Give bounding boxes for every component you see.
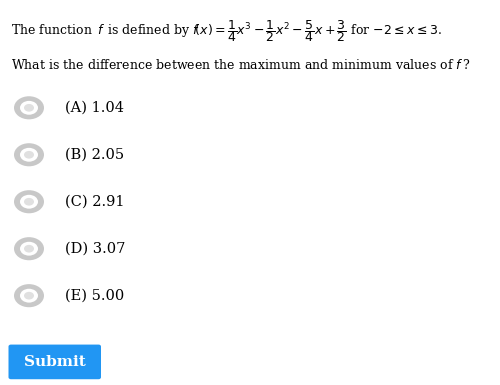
Text: (B) 2.05: (B) 2.05 — [65, 148, 124, 162]
FancyBboxPatch shape — [8, 345, 101, 379]
Circle shape — [14, 143, 44, 166]
Text: (A) 1.04: (A) 1.04 — [65, 101, 124, 115]
Circle shape — [24, 245, 34, 253]
Text: Submit: Submit — [24, 355, 86, 369]
Circle shape — [24, 104, 34, 112]
Circle shape — [14, 237, 44, 260]
Circle shape — [14, 96, 44, 119]
Circle shape — [20, 148, 38, 162]
Circle shape — [14, 284, 44, 307]
Circle shape — [20, 195, 38, 209]
Text: What is the difference between the maximum and minimum values of $f\,$?: What is the difference between the maxim… — [11, 59, 470, 72]
Circle shape — [24, 198, 34, 206]
Text: (E) 5.00: (E) 5.00 — [65, 289, 124, 303]
Circle shape — [24, 151, 34, 159]
Circle shape — [14, 190, 44, 213]
Circle shape — [20, 101, 38, 115]
Circle shape — [20, 289, 38, 303]
Circle shape — [24, 292, 34, 300]
Circle shape — [20, 242, 38, 256]
Text: The function $\,f\,$ is defined by $f\!\left(x\right)=\dfrac{1}{4}x^3-\dfrac{1}{: The function $\,f\,$ is defined by $f\!\… — [11, 18, 442, 44]
Text: (D) 3.07: (D) 3.07 — [65, 242, 126, 256]
Text: (C) 2.91: (C) 2.91 — [65, 195, 124, 209]
